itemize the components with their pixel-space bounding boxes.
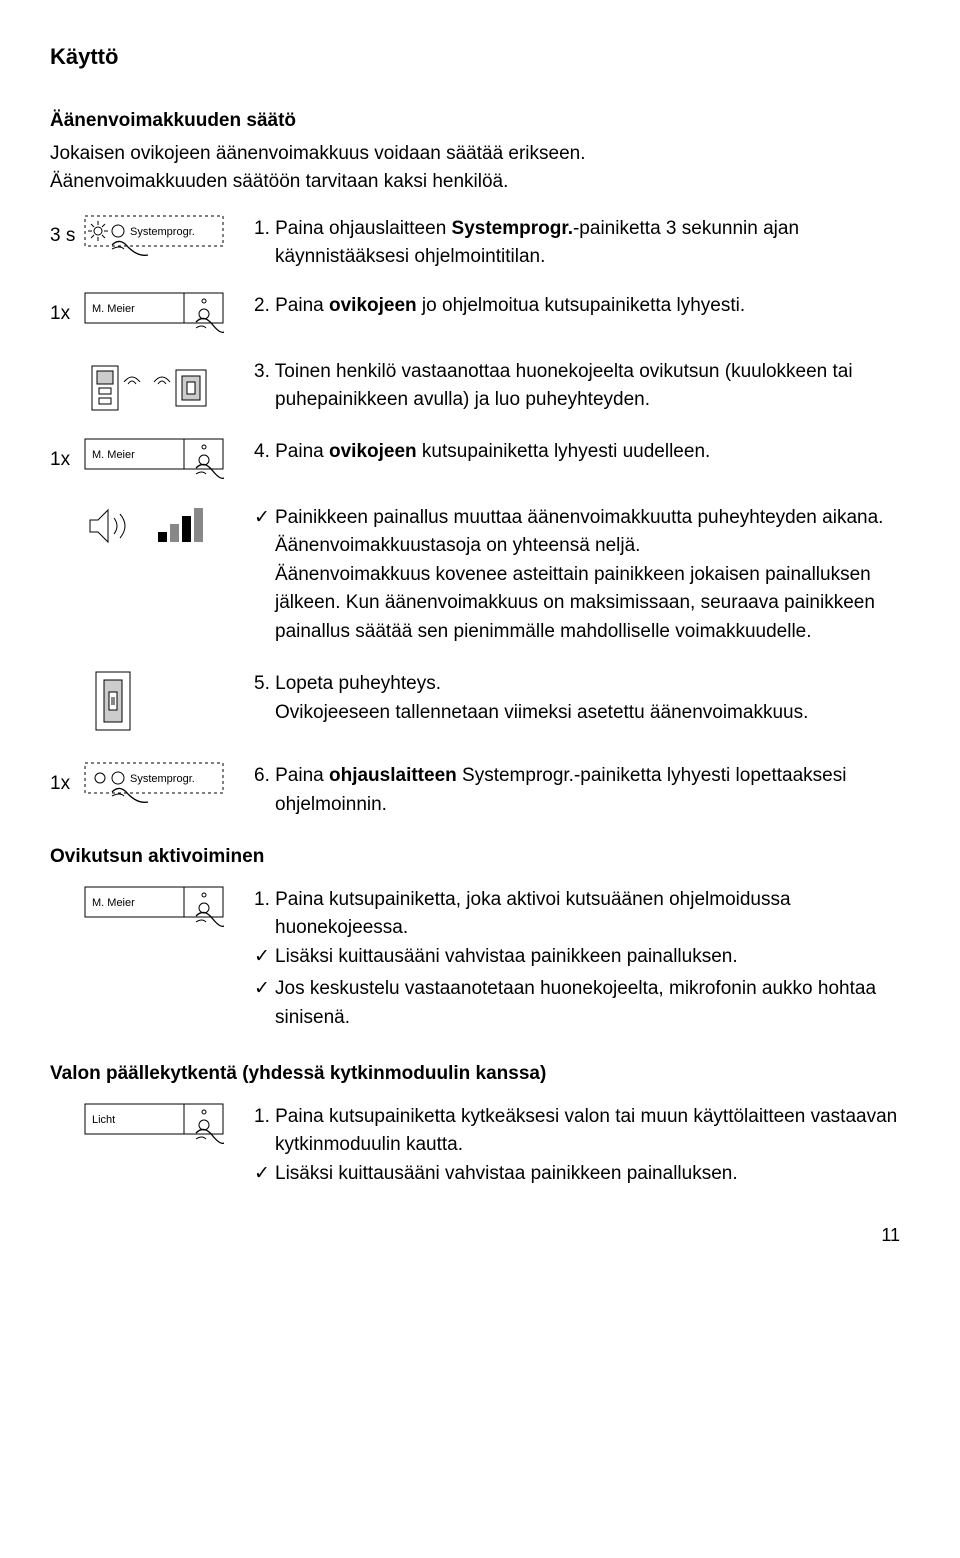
page-number: 11 <box>50 1222 900 1249</box>
count-label-1x-c: 1x <box>50 770 84 799</box>
volume-heading: Äänenvoimakkuuden säätö <box>50 107 900 136</box>
step-1-text: 1. Paina ohjauslaitteen Systemprogr.-pai… <box>254 215 900 272</box>
step-4-text: 4. Paina ovikojeen kutsupainiketta lyhye… <box>254 438 900 467</box>
page-section-title: Käyttö <box>50 40 900 73</box>
count-label-1x-a: 1x <box>50 300 84 329</box>
svg-text:M. Meier: M. Meier <box>92 303 135 315</box>
svg-text:M. Meier: M. Meier <box>92 449 135 461</box>
activate-step-1: 1. Paina kutsupainiketta, joka aktivoi k… <box>254 886 900 943</box>
svg-text:Licht: Licht <box>92 1114 115 1126</box>
meier-press-icon-a: M. Meier <box>84 292 230 338</box>
connection-icon <box>84 358 230 418</box>
activate-heading: Ovikutsun aktivoiminen <box>50 843 900 872</box>
svg-text:Systemprogr.: Systemprogr. <box>130 773 195 785</box>
svg-text:M. Meier: M. Meier <box>92 897 135 909</box>
result-check-1: ✓ Painikkeen painallus muuttaa äänenvoim… <box>254 504 900 647</box>
intro-line-2: Äänenvoimakkuuden säätöön tarvitaan kaks… <box>50 168 900 197</box>
step-3-text: 3. Toinen henkilö vastaanottaa huonekoje… <box>254 358 900 415</box>
step-2-text: 2. Paina ovikojeen jo ohjelmoitua kutsup… <box>254 292 900 321</box>
systemprogr-press-icon-short: Systemprogr. <box>84 762 230 806</box>
svg-text:Systemprogr.: Systemprogr. <box>130 226 195 238</box>
light-step-1: 1. Paina kutsupainiketta kytkeäksesi val… <box>254 1103 900 1160</box>
step-6-text: 6. Paina ohjauslaitteen Systemprogr.-pai… <box>254 762 900 819</box>
licht-press-icon: Licht <box>84 1103 230 1149</box>
light-check-1: ✓Lisäksi kuittausääni vahvistaa painikke… <box>254 1160 900 1189</box>
light-heading: Valon päällekytkentä (yhdessä kytkinmodu… <box>50 1060 900 1089</box>
step-5-text: 5. Lopeta puheyhteys. Ovikojeeseen talle… <box>254 670 900 727</box>
activate-check-1: ✓Lisäksi kuittausääni vahvistaa painikke… <box>254 943 900 972</box>
count-label-1x-b: 1x <box>50 446 84 475</box>
meier-press-icon-b: M. Meier <box>84 438 230 484</box>
intro-line-1: Jokaisen ovikojeen äänenvoimakkuus voida… <box>50 140 900 169</box>
duration-label-3s: 3 s <box>50 222 84 251</box>
meier-press-icon-c: M. Meier <box>84 886 230 932</box>
speaker-volume-icon <box>84 504 230 550</box>
systemprogr-press-icon: Systemprogr. <box>84 215 230 259</box>
device-icon <box>84 670 230 742</box>
activate-check-2: ✓Jos keskustelu vastaanotetaan huonekoje… <box>254 975 900 1032</box>
